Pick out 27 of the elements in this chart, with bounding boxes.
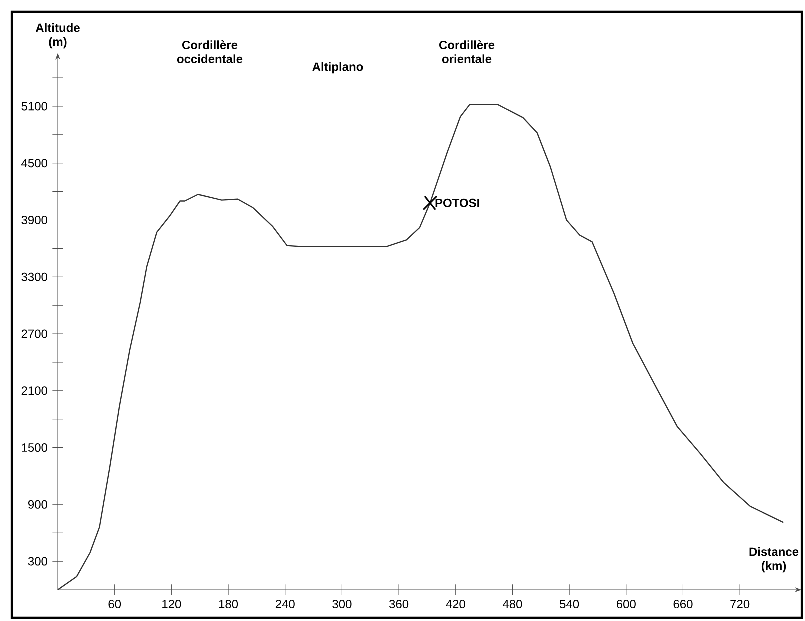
x-axis-title: Distance (km) bbox=[750, 547, 799, 573]
x-tick-label: 480 bbox=[502, 600, 522, 609]
y-tick-label: 900 bbox=[28, 500, 48, 509]
y-tick-label: 2100 bbox=[22, 386, 48, 396]
y-tick-label: 2700 bbox=[22, 330, 48, 338]
x-tick-label: 600 bbox=[616, 600, 636, 609]
annotation: Cordillère occidentale bbox=[177, 40, 243, 64]
x-tick-label: 720 bbox=[730, 600, 750, 609]
annotation: Cordillère orientale bbox=[440, 40, 495, 64]
x-tick-label: 540 bbox=[560, 600, 580, 609]
y-tick-label: 5100 bbox=[22, 102, 48, 111]
y-axis-title: Altitude (m) bbox=[36, 23, 80, 49]
y-tick-label: 3300 bbox=[22, 272, 48, 282]
x-tick-label: 60 bbox=[108, 600, 122, 609]
x-tick-label: 120 bbox=[162, 600, 182, 609]
x-tick-label: 240 bbox=[276, 600, 295, 609]
x-tick-label: 180 bbox=[219, 600, 238, 609]
y-tick-label: 3900 bbox=[22, 216, 48, 224]
annotation: POTOSI bbox=[436, 198, 480, 208]
x-tick-label: 660 bbox=[674, 600, 693, 609]
annotation: Altiplano bbox=[312, 62, 364, 74]
y-tick-label: 4500 bbox=[22, 159, 48, 168]
x-tick-label: 360 bbox=[389, 600, 409, 609]
y-tick-label: 300 bbox=[28, 557, 48, 566]
y-tick-label: 1500 bbox=[22, 444, 48, 452]
x-tick-label: 300 bbox=[332, 600, 352, 609]
x-tick-label: 420 bbox=[446, 600, 466, 609]
